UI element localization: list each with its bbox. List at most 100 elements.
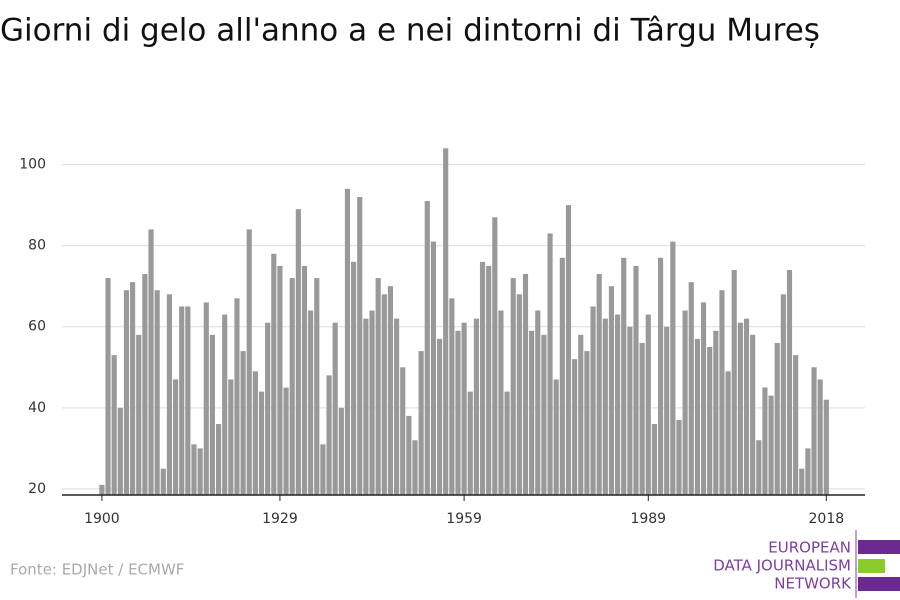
logo-text: EUROPEAN	[768, 539, 851, 557]
bar	[553, 379, 559, 495]
bar	[209, 334, 215, 495]
x-tick-label: 1929	[262, 511, 298, 527]
bar	[793, 355, 799, 495]
bar	[731, 269, 737, 495]
logo: EUROPEAN DATA JOURNALISM NETWORK	[713, 530, 900, 598]
bar	[645, 314, 651, 495]
bar	[387, 286, 394, 495]
bar	[191, 444, 197, 495]
y-tick-label: 60	[28, 319, 46, 335]
bar	[197, 448, 203, 495]
bar	[449, 298, 455, 495]
bar	[516, 294, 522, 495]
bar	[750, 334, 756, 495]
bar	[584, 351, 590, 495]
x-tick-label: 2018	[809, 511, 845, 527]
bar	[467, 391, 473, 495]
bar	[682, 310, 688, 495]
bar	[246, 229, 252, 495]
bar	[565, 205, 572, 495]
bar	[780, 294, 786, 495]
bar	[713, 330, 719, 495]
bar	[326, 375, 332, 495]
y-tick-label: 20	[28, 481, 46, 497]
bar	[289, 278, 295, 495]
bar	[234, 298, 240, 495]
y-tick-label: 80	[28, 238, 46, 254]
x-tick-label: 1900	[84, 511, 120, 527]
bar	[332, 322, 338, 495]
bar	[455, 330, 461, 495]
bar	[608, 286, 615, 495]
bar	[559, 257, 565, 495]
bar	[719, 290, 725, 495]
bar	[627, 326, 633, 495]
bar	[700, 302, 707, 495]
bar	[154, 290, 160, 495]
bar	[111, 355, 117, 495]
bar	[811, 367, 817, 495]
y-tick-label: 100	[19, 157, 46, 173]
bar	[639, 342, 645, 495]
bar	[295, 209, 301, 496]
bar	[774, 342, 780, 495]
bar	[320, 444, 326, 495]
bar	[351, 261, 357, 495]
bar	[301, 265, 308, 495]
bar	[621, 257, 627, 495]
logo-bar	[858, 540, 900, 554]
bar	[369, 310, 375, 495]
bar	[657, 257, 664, 495]
bar	[406, 415, 412, 495]
bar	[547, 233, 553, 495]
bar	[160, 468, 166, 495]
bar	[572, 359, 578, 495]
bar	[314, 278, 320, 495]
bar	[418, 351, 424, 495]
bar	[498, 310, 504, 495]
bar	[522, 274, 529, 495]
bar	[504, 391, 510, 495]
bar	[707, 347, 713, 495]
bar	[602, 318, 608, 495]
bar	[473, 318, 479, 495]
bar	[412, 440, 418, 495]
bar	[725, 371, 731, 495]
bar	[258, 391, 265, 495]
bar	[805, 448, 811, 495]
bar	[535, 310, 541, 495]
bar	[424, 201, 430, 495]
x-tick-label: 1989	[630, 511, 666, 527]
bar	[123, 290, 130, 495]
bar	[105, 278, 111, 495]
bar	[172, 379, 179, 495]
bar	[486, 265, 492, 495]
logo-text: DATA JOURNALISM	[713, 557, 851, 575]
bar	[510, 278, 516, 495]
y-tick-label: 40	[28, 400, 46, 416]
bar	[215, 424, 222, 495]
bar	[541, 334, 547, 495]
bar	[786, 269, 793, 495]
bar	[228, 379, 234, 495]
bar	[130, 282, 136, 495]
bar	[578, 334, 584, 495]
bar	[265, 322, 271, 495]
bar	[185, 306, 191, 495]
bar	[363, 318, 369, 495]
bar	[823, 399, 829, 495]
bar	[203, 302, 209, 495]
bar	[148, 229, 154, 495]
bar	[529, 330, 535, 495]
bar	[252, 371, 258, 495]
bar	[240, 351, 246, 495]
bar	[443, 148, 449, 495]
logo-bar	[858, 577, 900, 591]
bar	[308, 310, 314, 495]
logo-bar	[858, 559, 885, 573]
bar	[670, 241, 676, 495]
bar	[381, 294, 387, 495]
bar	[136, 334, 142, 495]
bar	[338, 407, 344, 495]
